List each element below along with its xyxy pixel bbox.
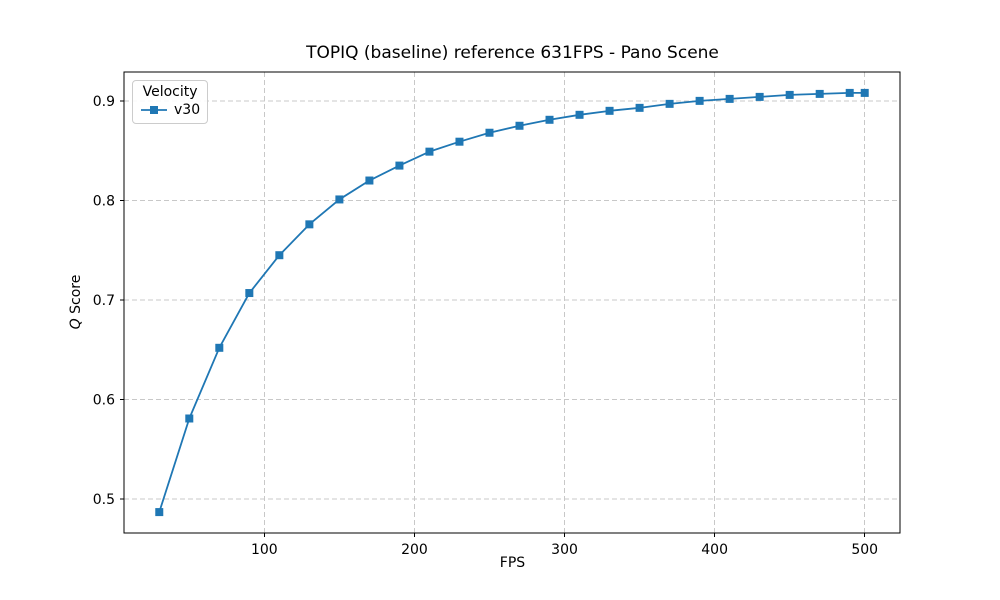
marker-v30-330 xyxy=(605,106,614,115)
marker-v30-470 xyxy=(815,89,824,98)
legend: Velocity v30 xyxy=(132,80,209,124)
x-axis-label: FPS xyxy=(499,555,526,571)
legend-entry-v30: v30 xyxy=(140,102,200,118)
marker-v30-290 xyxy=(545,115,554,124)
y-axis-label-rest-part: Score xyxy=(68,274,84,319)
marker-v30-410 xyxy=(725,94,734,103)
marker-v30-210 xyxy=(425,147,434,156)
marker-v30-350 xyxy=(635,103,644,112)
marker-v30-450 xyxy=(785,90,794,99)
legend-sample-square-marker xyxy=(150,106,158,114)
chart-title: TOPIQ (baseline) reference 631FPS - Pano… xyxy=(306,43,719,63)
marker-v30-30 xyxy=(155,508,164,517)
legend-entry-label: v30 xyxy=(174,102,201,118)
marker-v30-70 xyxy=(215,343,224,352)
marker-v30-190 xyxy=(395,161,404,170)
marker-v30-500 xyxy=(860,88,869,97)
y-tick-label-0.8: 0.8 xyxy=(93,193,115,209)
x-tick-label-200: 200 xyxy=(401,542,428,558)
marker-v30-430 xyxy=(755,92,764,101)
y-tick-label-0.5: 0.5 xyxy=(93,492,115,508)
marker-v30-130 xyxy=(305,220,314,229)
marker-v30-390 xyxy=(695,96,704,105)
marker-v30-90 xyxy=(245,289,254,298)
marker-v30-110 xyxy=(275,251,284,260)
x-tick-label-300: 300 xyxy=(551,542,578,558)
y-tick-label-0.7: 0.7 xyxy=(93,293,115,309)
y-axis-label: Q Score xyxy=(68,275,84,330)
y-axis-label-italic-part: Q xyxy=(68,318,84,330)
plot-border xyxy=(123,71,901,534)
marker-v30-370 xyxy=(665,99,674,108)
marker-v30-270 xyxy=(515,121,524,130)
y-tick-label-0.6: 0.6 xyxy=(93,393,115,409)
series-line-v30 xyxy=(158,92,866,513)
legend-title: Velocity xyxy=(142,84,198,100)
marker-v30-250 xyxy=(485,128,494,137)
x-tick-label-400: 400 xyxy=(701,542,728,558)
marker-v30-490 xyxy=(845,88,854,97)
marker-v30-310 xyxy=(575,110,584,119)
y-tick-label-0.9: 0.9 xyxy=(93,94,115,110)
x-tick-label-500: 500 xyxy=(851,542,878,558)
marker-v30-170 xyxy=(365,176,374,185)
marker-v30-150 xyxy=(335,195,344,204)
marker-v30-50 xyxy=(185,414,194,423)
legend-line-marker-sample xyxy=(141,106,167,114)
x-tick-label-100: 100 xyxy=(251,542,278,558)
marker-v30-230 xyxy=(455,137,464,146)
